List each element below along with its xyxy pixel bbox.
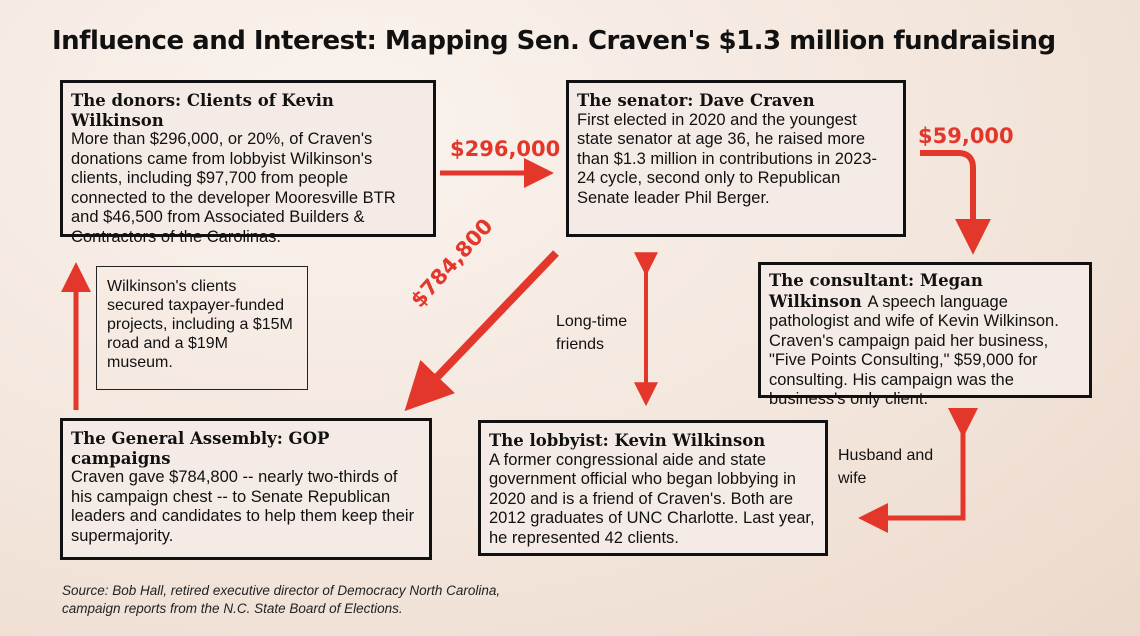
spouses-label: Husband and wife (838, 447, 934, 487)
lobbyist-body: A former congressional aide and state go… (489, 450, 815, 547)
lobbyist-heading: The lobbyist: Kevin Wilkinson (489, 431, 766, 450)
projects-note: Wilkinson's clients secured taxpayer-fun… (96, 266, 308, 390)
arrow-consultant-lobbyist (858, 407, 978, 533)
friends-label: Long-time friends (556, 313, 628, 353)
arrow-senator-to-assembly (404, 250, 559, 412)
donors-box: The donors: Clients of Kevin Wilkinson M… (60, 80, 436, 246)
arrow-senator-to-consultant (920, 150, 991, 255)
assembly-body: Craven gave $784,800 -- nearly two-third… (71, 468, 415, 545)
lobbyist-box: The lobbyist: Kevin Wilkinson A former c… (478, 420, 828, 556)
assembly-box: The General Assembly: GOP campaigns Crav… (60, 418, 432, 560)
senator-heading: The senator: Dave Craven (577, 91, 815, 110)
consultant-box: The consultant: Megan Wilkinson A speech… (758, 262, 1092, 408)
consultant-heading: The consultant: Megan Wilkinson (769, 271, 983, 311)
amount-donors-to-senator: $296,000 (450, 137, 561, 161)
source-note: Source: Bob Hall, retired executive dire… (62, 583, 501, 616)
senator-box: The senator: Dave Craven First elected i… (566, 80, 906, 237)
assembly-heading: The General Assembly: GOP campaigns (71, 429, 330, 468)
page-title: Influence and Interest: Mapping Sen. Cra… (52, 26, 1056, 56)
consultant-body: A speech language pathologist and wife o… (769, 292, 1059, 409)
donors-body: More than $296,000, or 20%, of Craven's … (71, 130, 396, 246)
senator-body: First elected in 2020 and the youngest s… (577, 110, 877, 207)
donors-heading: The donors: Clients of Kevin Wilkinson (71, 91, 334, 130)
amount-senator-to-consultant: $59,000 (918, 124, 1014, 148)
